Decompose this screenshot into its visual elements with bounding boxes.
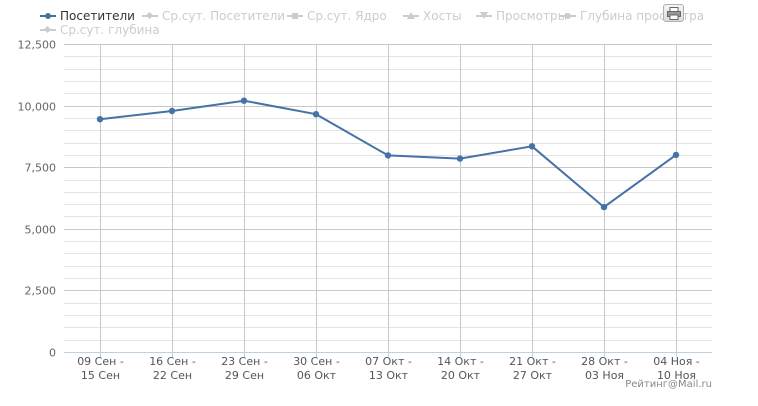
x-tick-label: 09 Сен -15 Сен	[77, 355, 124, 382]
legend-symbol-icon	[40, 9, 56, 23]
legend-label: Просмотры	[496, 9, 568, 23]
legend-label: Ср.сут. Ядро	[307, 9, 387, 23]
category-gridlines	[64, 44, 712, 357]
x-tick-label: 21 Окт -27 Окт	[509, 355, 556, 382]
y-tick-label: 2,500	[25, 285, 57, 298]
y-tick-label: 0	[49, 347, 56, 360]
x-tick-label: 30 Сен -06 Окт	[293, 355, 340, 382]
legend-label: Ср.сут. глубина	[60, 23, 160, 37]
data-point	[168, 107, 176, 115]
legend-symbol-icon	[403, 9, 419, 23]
y-tick-label: 12,500	[18, 39, 57, 52]
y-tick-label: 10,000	[18, 101, 57, 114]
credit-text[interactable]: Рейтинг@Mail.ru	[625, 379, 712, 390]
y-tick-label: 7,500	[25, 162, 57, 175]
data-point	[672, 151, 680, 159]
legend-item[interactable]: Посетители	[40, 9, 135, 23]
legend-item[interactable]: Просмотры	[476, 9, 567, 23]
legend-item[interactable]: Ср.сут. глубина	[40, 23, 160, 37]
data-point	[456, 155, 464, 162]
legend-label: Ср.сут. Посетители	[162, 9, 286, 23]
legend-symbol-icon	[287, 9, 303, 23]
data-point	[600, 203, 608, 211]
y-axis-ticks: 0 2,500 5,000 7,500 10,000 12,500	[18, 39, 57, 360]
x-axis-ticks: 09 Сен -15 Сен 16 Сен -22 Сен 23 Сен -29 С…	[77, 355, 700, 382]
legend-item[interactable]: Хосты	[403, 9, 462, 23]
print-button[interactable]	[663, 4, 684, 22]
legend-symbol-icon	[40, 23, 56, 37]
legend-item[interactable]: Ср.сут. Посетители	[142, 9, 285, 23]
legend-row: Ср.сут. глубина	[40, 23, 730, 37]
data-point	[312, 111, 320, 118]
x-tick-label: 14 Окт -20 Окт	[437, 355, 484, 382]
x-tick-label: 28 Окт -03 Ноя	[581, 355, 628, 382]
legend-label: Посетители	[60, 9, 135, 23]
legend-symbol-icon	[142, 9, 158, 23]
series-group	[96, 97, 680, 211]
legend-symbol-icon	[560, 9, 576, 23]
printer-icon	[667, 7, 681, 20]
x-tick-label: 23 Сен -29 Сен	[221, 355, 268, 382]
data-point	[96, 116, 104, 123]
data-point	[240, 97, 248, 104]
legend-label: Хосты	[423, 9, 462, 23]
x-tick-label: 04 Ноя -10 Ноя	[653, 355, 700, 382]
x-tick-label: 16 Сен -22 Сен	[149, 355, 196, 382]
y-tick-label: 5,000	[25, 224, 57, 237]
data-point	[528, 143, 536, 150]
legend-symbol-icon	[476, 9, 492, 23]
legend-item[interactable]: Ср.сут. Ядро	[287, 9, 387, 23]
data-point	[384, 152, 392, 159]
x-tick-label: 07 Окт -13 Окт	[365, 355, 412, 382]
